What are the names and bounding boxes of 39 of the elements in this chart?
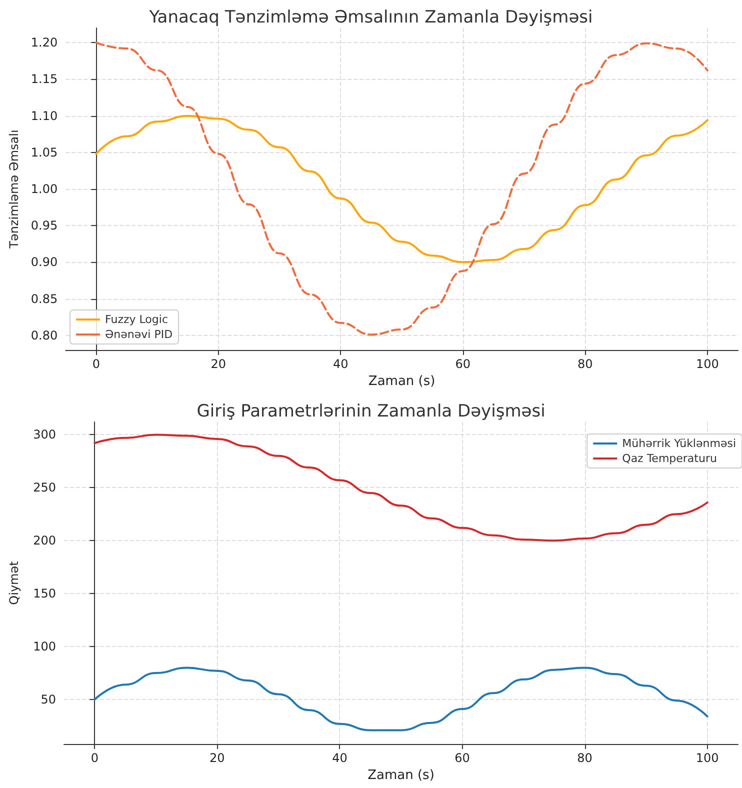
y-tick-label: 1.20: [30, 36, 58, 50]
x-axis-title: Zaman (s): [368, 768, 434, 783]
y-tick-label: 300: [33, 428, 56, 442]
y-tick-label: 0.90: [30, 255, 58, 270]
y-tick-label: 100: [33, 640, 56, 654]
line-series: [94, 666, 708, 732]
y-axis-title: Qiymət: [7, 560, 21, 605]
x-tick-label: 20: [210, 357, 226, 371]
legend-label: Qaz Temperaturu: [622, 452, 717, 465]
x-tick-label: 100: [696, 751, 719, 765]
x-tick-label: 0: [90, 751, 98, 765]
x-tick-label: 20: [210, 751, 225, 765]
x-tick-label: 60: [455, 357, 471, 371]
x-tick-label: 60: [454, 751, 470, 765]
y-tick-label: 1.00: [30, 182, 58, 196]
y-tick-label: 1.10: [30, 108, 58, 123]
y-tick-label: 200: [33, 534, 56, 548]
legend-label: Ənənəvi PID: [105, 328, 173, 341]
y-axis-title: Tənzimləmə Əmsalı: [7, 130, 21, 250]
y-tick-label: 250: [33, 480, 56, 495]
chart-title: Yanacaq Tənzimləmə Əmsalının Zamanla Dəyişməsi: [148, 8, 593, 28]
y-tick-label: 0.85: [30, 292, 58, 306]
legend-label: Mühərrik Yüklənməsi: [622, 437, 736, 450]
line-series: [95, 114, 708, 264]
y-tick-label: 0.80: [30, 328, 58, 342]
y-tick-label: 50: [40, 692, 56, 707]
y-tick-label: 1.05: [30, 145, 58, 160]
x-tick-label: 100: [696, 357, 719, 371]
y-tick-label: 1.15: [30, 72, 58, 86]
x-tick-label: 40: [332, 751, 348, 765]
y-tick-label: 150: [33, 586, 56, 601]
x-tick-label: 40: [333, 357, 348, 371]
legend-label: Fuzzy Logic: [105, 313, 168, 326]
y-tick-label: 0.95: [30, 218, 58, 233]
x-tick-label: 80: [577, 751, 592, 765]
chart-title: Giriş Parametrlərinin Zamanla Dəyişməsi: [196, 402, 546, 422]
x-axis-title: Zaman (s): [368, 374, 436, 389]
x-tick-label: 0: [92, 357, 100, 371]
x-tick-label: 80: [578, 357, 593, 371]
